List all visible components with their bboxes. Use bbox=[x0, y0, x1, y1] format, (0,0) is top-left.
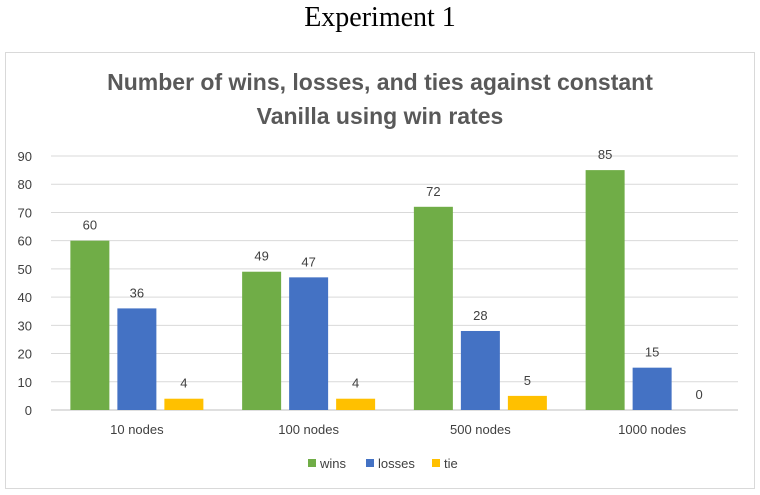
x-category-label: 100 nodes bbox=[278, 422, 339, 437]
y-tick-label: 30 bbox=[18, 318, 32, 333]
y-tick-label: 70 bbox=[18, 205, 32, 220]
legend-swatch-losses bbox=[366, 459, 374, 467]
y-tick-label: 90 bbox=[18, 149, 32, 164]
legend-label-tie: tie bbox=[444, 456, 458, 471]
y-tick-label: 50 bbox=[18, 262, 32, 277]
y-tick-label: 60 bbox=[18, 234, 32, 249]
chart-frame: Number of wins, losses, and ties against… bbox=[5, 52, 755, 489]
legend-swatch-wins bbox=[308, 459, 316, 467]
data-label-losses: 47 bbox=[301, 254, 315, 269]
data-label-losses: 36 bbox=[130, 285, 144, 300]
data-label-wins: 72 bbox=[426, 184, 440, 199]
data-label-tie: 5 bbox=[524, 373, 531, 388]
bar-wins bbox=[413, 206, 453, 410]
y-tick-label: 0 bbox=[25, 403, 32, 418]
bar-tie bbox=[336, 398, 376, 410]
legend: wins losses tie bbox=[308, 456, 458, 471]
bars: 60 36 4 49 47 4 72 28 5 85 15 0 bbox=[70, 147, 703, 410]
data-label-tie: 4 bbox=[180, 376, 187, 391]
x-axis-categories: 10 nodes 100 nodes 500 nodes 1000 nodes bbox=[110, 422, 686, 437]
legend-label-losses: losses bbox=[378, 456, 415, 471]
data-label-tie: 0 bbox=[696, 387, 703, 402]
data-label-wins: 49 bbox=[254, 249, 268, 264]
bar-chart: Number of wins, losses, and ties against… bbox=[18, 69, 738, 471]
x-category-label: 1000 nodes bbox=[618, 422, 686, 437]
y-tick-label: 20 bbox=[18, 347, 32, 362]
chart-title-line-1: Number of wins, losses, and ties against… bbox=[107, 69, 653, 95]
bar-losses bbox=[117, 308, 157, 410]
chart-title-line-2: Vanilla using win rates bbox=[257, 103, 504, 129]
data-label-losses: 28 bbox=[473, 308, 487, 323]
data-label-losses: 15 bbox=[645, 345, 659, 360]
bar-losses bbox=[460, 330, 500, 410]
y-tick-label: 10 bbox=[18, 375, 32, 390]
x-category-label: 500 nodes bbox=[450, 422, 511, 437]
page-heading: Experiment 1 bbox=[304, 2, 456, 33]
y-axis-ticks: 0 10 20 30 40 50 60 70 80 90 bbox=[18, 149, 32, 418]
bar-losses bbox=[632, 367, 672, 410]
bar-wins bbox=[242, 271, 282, 410]
x-category-label: 10 nodes bbox=[110, 422, 164, 437]
y-tick-label: 80 bbox=[18, 177, 32, 192]
bar-losses bbox=[289, 277, 329, 410]
bar-tie bbox=[164, 398, 204, 410]
legend-label-wins: wins bbox=[319, 456, 347, 471]
data-label-tie: 4 bbox=[352, 376, 359, 391]
data-label-wins: 85 bbox=[598, 147, 612, 162]
gridlines bbox=[51, 155, 738, 411]
bar-tie bbox=[507, 395, 547, 410]
bar-wins bbox=[70, 240, 110, 410]
bar-wins bbox=[585, 170, 625, 410]
y-tick-label: 40 bbox=[18, 290, 32, 305]
data-label-wins: 60 bbox=[83, 218, 97, 233]
legend-swatch-tie bbox=[432, 459, 440, 467]
